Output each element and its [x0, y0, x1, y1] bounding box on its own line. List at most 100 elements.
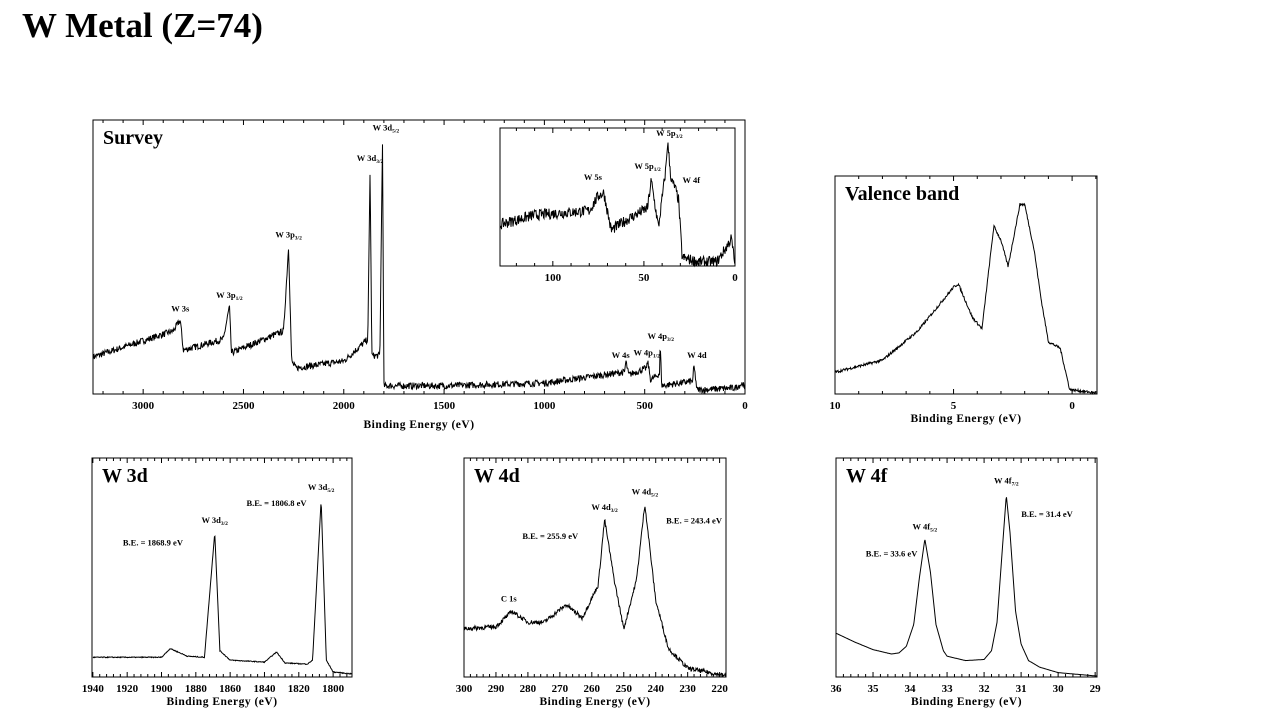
- x-tick-label: 0: [742, 400, 748, 412]
- peak-label-text: W 4f: [913, 521, 931, 531]
- binding-energy-note: B.E. = 1806.8 eV: [246, 498, 307, 508]
- peak-label: W 3d3/2: [201, 515, 228, 527]
- x-tick-label: 5: [951, 400, 957, 412]
- x-tick-label: 1820: [288, 683, 311, 695]
- panel-title: Valence band: [845, 183, 959, 205]
- peak-label-subscript: 3/2: [676, 134, 683, 140]
- x-tick-label: 31: [1016, 683, 1027, 695]
- peak-label: W 4f7/2: [994, 475, 1019, 487]
- peak-label: W 4p3/2: [647, 331, 674, 343]
- peak-label-text: W 4p: [633, 347, 653, 357]
- binding-energy-note: B.E. = 255.9 eV: [522, 531, 579, 541]
- peak-label-text: W 3d: [308, 482, 328, 492]
- peak-label-subscript: 5/2: [392, 129, 399, 135]
- peak-label-subscript: 5/2: [930, 527, 937, 533]
- x-tick-label: 1500: [433, 400, 456, 412]
- peak-label-text: W 3d: [357, 153, 377, 163]
- survey-frame: [92, 119, 746, 395]
- peak-label: W 3p3/2: [275, 230, 302, 242]
- peak-label-subscript: 1/2: [236, 296, 243, 302]
- x-tick-label: 32: [979, 683, 991, 695]
- x-tick-label: 1840: [253, 683, 276, 695]
- x-tick-label: 220: [711, 683, 728, 695]
- x-tick-label: 36: [831, 683, 843, 695]
- peak-label-subscript: 3/2: [611, 508, 618, 514]
- peak-label-text: W 4d: [632, 486, 652, 496]
- x-tick-label: 1920: [116, 683, 139, 695]
- peak-label: W 3d3/2: [357, 153, 384, 165]
- peak-label-text: W 4p: [647, 331, 667, 341]
- x-tick-label: 1800: [322, 683, 345, 695]
- peak-label-text: W 4f: [682, 175, 700, 185]
- peak-label: W 5s: [584, 172, 603, 182]
- peak-label-text: W 4d: [687, 350, 707, 360]
- x-tick-label: 0: [732, 272, 738, 284]
- x-tick-label: 1900: [151, 683, 174, 695]
- x-tick-label: 230: [679, 683, 696, 695]
- peak-label-subscript: 7/2: [1012, 481, 1019, 487]
- x-tick-label: 2500: [232, 400, 255, 412]
- binding-energy-note: B.E. = 31.4 eV: [1021, 509, 1073, 519]
- w4d-spectrum-line: [463, 506, 727, 678]
- page-title: W Metal (Z=74): [22, 6, 263, 45]
- panel-title: W 3d: [102, 465, 148, 487]
- x-tick-label: 260: [584, 683, 601, 695]
- peak-label-subscript: 5/2: [651, 492, 658, 498]
- x-axis-label: Binding Energy (eV): [911, 696, 1022, 708]
- valence-spectrum-line: [834, 202, 1096, 395]
- x-tick-label: 34: [905, 683, 917, 695]
- peak-label-text: W 3p: [216, 290, 236, 300]
- peak-label: W 4f5/2: [913, 521, 938, 533]
- x-tick-label: 29: [1090, 683, 1102, 695]
- w4f-frame: [835, 457, 1098, 678]
- peak-label-subscript: 1/2: [653, 353, 660, 359]
- x-axis-label: Binding Energy (eV): [539, 696, 650, 708]
- x-tick-label: 30: [1053, 683, 1065, 695]
- peak-label-subscript: 3/2: [295, 236, 302, 242]
- valence-panel: 10 5 0 Binding Energy (eV) Valence band: [830, 175, 1098, 425]
- binding-energy-note: B.E. = 243.4 eV: [666, 516, 723, 526]
- binding-energy-note: B.E. = 1868.9 eV: [123, 538, 184, 548]
- x-tick-label: 1940: [82, 683, 105, 695]
- w3d-frame: [91, 457, 353, 678]
- x-tick-label: 290: [488, 683, 505, 695]
- x-tick-label: 33: [942, 683, 954, 695]
- w4f-spectrum-line: [835, 497, 1097, 677]
- x-tick-label: 240: [647, 683, 664, 695]
- x-tick-label: 2000: [333, 400, 356, 412]
- peak-label-text: W 4f: [994, 475, 1012, 485]
- peak-label-text: W 3d: [373, 123, 393, 133]
- x-axis-label: Binding Energy (eV): [166, 696, 277, 708]
- x-tick-label: 1880: [185, 683, 208, 695]
- x-tick-label: 250: [616, 683, 633, 695]
- peak-label-subscript: 3/2: [376, 159, 383, 165]
- x-tick-label: 300: [456, 683, 473, 695]
- x-tick-label: 1860: [219, 683, 242, 695]
- peak-label: W 5p1/2: [634, 161, 661, 173]
- x-tick-label: 3000: [132, 400, 155, 412]
- inset-spectrum-line: [499, 142, 736, 268]
- x-tick-label: 1000: [533, 400, 556, 412]
- peak-label-text: W 4d: [591, 502, 611, 512]
- x-tick-label: 35: [868, 683, 880, 695]
- x-tick-label: 50: [638, 272, 650, 284]
- inset-panel: 100 50 0W 5sW 5p1/2W 5p3/2W 4f: [499, 127, 738, 284]
- peak-label-text: W 3d: [201, 515, 221, 525]
- panel-title: W 4f: [846, 465, 888, 487]
- x-tick-label: 500: [636, 400, 653, 412]
- peak-label-text: W 5p: [656, 128, 676, 138]
- peak-label: W 4f: [682, 175, 700, 185]
- peak-label-text: W 5s: [584, 172, 603, 182]
- peak-label-text: W 3s: [171, 304, 190, 314]
- x-tick-label: 270: [552, 683, 569, 695]
- peak-label: W 3d5/2: [373, 123, 400, 135]
- binding-energy-note: B.E. = 33.6 eV: [866, 549, 918, 559]
- w3d-panel: 1940 1920 1900 1880 1860 1840 1820 1800 Binding …: [82, 457, 353, 708]
- peak-label: W 4s: [612, 350, 631, 360]
- x-tick-label: 10: [830, 400, 842, 412]
- peak-label: W 5p3/2: [656, 128, 683, 140]
- peak-label-subscript: 5/2: [327, 488, 334, 494]
- peak-label-text: W 5p: [634, 161, 654, 171]
